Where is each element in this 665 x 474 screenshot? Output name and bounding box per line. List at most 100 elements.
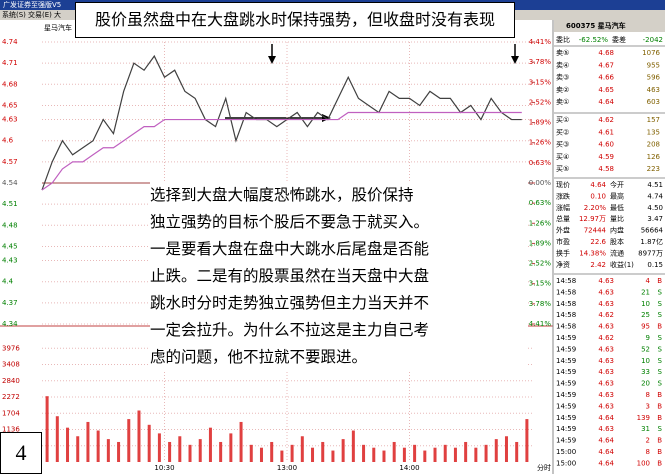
trade-time: 14:59 — [556, 437, 576, 445]
volume-bar — [504, 436, 508, 462]
trade-time: 14:58 — [556, 323, 576, 331]
note-line: 一是要看大盘在盘中大跳水后尾盘是否能 — [150, 240, 430, 258]
level-price: 4.65 — [598, 86, 614, 94]
level-label: 卖③ — [556, 74, 569, 82]
trade-price: 4.63 — [598, 323, 614, 331]
stat-label: 最低 — [610, 203, 624, 212]
quote-header — [554, 20, 665, 32]
y-tick-label: 4.65 — [2, 101, 18, 109]
trade-volume: 10 — [641, 357, 650, 365]
volume-bar — [453, 447, 457, 462]
volume-bar — [311, 447, 315, 462]
volume-bar — [157, 433, 161, 462]
volume-bar — [494, 439, 498, 462]
volume-bar — [525, 419, 529, 462]
stat-label: 流通 — [610, 248, 624, 257]
trade-time: 15:00 — [556, 448, 576, 456]
y2-tick-label: 1.26% — [529, 139, 552, 147]
trade-side: S — [658, 311, 663, 319]
trade-side: S — [658, 288, 663, 296]
volume-bar — [168, 441, 172, 462]
volume-bar — [484, 444, 488, 462]
volume-bar — [45, 396, 49, 462]
trade-time: 14:59 — [556, 402, 576, 410]
volume-bar — [55, 416, 59, 462]
stat-label: 总量 — [556, 214, 570, 223]
menu-item[interactable]: 系统(S) — [2, 10, 26, 19]
y-tick-label: 4.34 — [2, 320, 18, 328]
trade-time: 15:00 — [556, 459, 576, 467]
trade-volume: 25 — [641, 311, 650, 319]
y2-tick-label: 1.89% — [529, 239, 552, 247]
level-price: 4.66 — [598, 74, 614, 82]
volume-tick-label: 1136 — [2, 426, 20, 434]
y2-tick-label: 3.15% — [529, 78, 552, 86]
menu-item[interactable]: 大 — [54, 10, 61, 19]
volume-bar — [464, 441, 468, 462]
menu-item[interactable]: 交易(E) — [28, 10, 52, 19]
volume-bar — [423, 450, 427, 462]
trade-side: B — [657, 437, 662, 445]
stat-label: 内盘 — [610, 226, 624, 235]
level-label: 买⑤ — [556, 165, 569, 173]
label: 委差 — [612, 35, 626, 44]
volume-tick-label: 2840 — [2, 377, 20, 385]
note-line: 一定会拉升。为什么不拉这是主力自己考 — [150, 321, 430, 339]
level-label: 卖② — [556, 86, 569, 94]
volume-bar — [300, 436, 304, 462]
trade-volume: 8 — [646, 391, 650, 399]
stat-value: 2.42 — [590, 261, 606, 269]
trade-volume: 21 — [641, 288, 650, 296]
trade-price: 4.64 — [598, 448, 614, 456]
level-volume: 126 — [647, 153, 661, 161]
y-tick-label: 4.54 — [2, 179, 18, 187]
trade-side: S — [658, 425, 663, 433]
tab[interactable]: 星马汽车 — [44, 23, 72, 32]
x-axis-label: 分时 — [537, 463, 551, 472]
trade-time: 14:58 — [556, 277, 576, 285]
trade-volume: 20 — [641, 380, 650, 388]
value: -2042 — [643, 36, 663, 44]
y2-tick-label: 1.26% — [529, 219, 552, 227]
stat-value: 56664 — [641, 227, 664, 235]
stat-label: 现价 — [556, 181, 570, 189]
trade-side: S — [658, 368, 663, 376]
trade-price: 4.63 — [598, 425, 614, 433]
volume-tick-label: 3976 — [2, 344, 20, 352]
stat-value: 4.51 — [647, 181, 663, 189]
volume-bar — [392, 441, 396, 462]
volume-bar — [290, 444, 294, 462]
level-price: 4.59 — [598, 153, 614, 161]
note-line: 独立强势的目标个股后不要急于就买入。 — [150, 213, 430, 231]
y-tick-label: 4.48 — [2, 221, 18, 229]
stat-label: 股本 — [610, 237, 624, 246]
stat-label: 涨幅 — [556, 203, 570, 212]
trade-price: 4.63 — [598, 357, 614, 365]
stat-value: 2.20% — [584, 204, 607, 212]
y2-tick-label: 3.78% — [529, 58, 552, 66]
code-name: 600375 星马汽车 — [566, 21, 626, 30]
y2-tick-label: 3.15% — [529, 280, 552, 288]
trade-price: 4.64 — [598, 459, 614, 467]
trade-price: 4.63 — [598, 288, 614, 296]
volume-bar — [239, 421, 243, 462]
stat-value: 0.10 — [590, 192, 606, 200]
stat-value: 8977万 — [638, 249, 663, 257]
y-tick-label: 4.51 — [2, 200, 18, 208]
y-tick-label: 4.57 — [2, 158, 18, 166]
trade-side: B — [657, 448, 662, 456]
stat-value: 72444 — [584, 227, 607, 235]
stat-value: 4.74 — [647, 192, 663, 200]
note-line: 虑的问题，他不拉就不要跟进。 — [150, 348, 368, 366]
y2-tick-label: 0.63% — [529, 199, 552, 207]
level-volume: 208 — [647, 141, 660, 149]
volume-bar — [515, 441, 519, 462]
y-tick-label: 4.45 — [2, 242, 18, 250]
volume-bar — [198, 439, 202, 462]
y2-tick-label: 0.00% — [529, 179, 552, 187]
stat-label: 涨跌 — [556, 191, 570, 200]
volume-bar — [229, 433, 233, 462]
trade-side: B — [657, 323, 662, 331]
